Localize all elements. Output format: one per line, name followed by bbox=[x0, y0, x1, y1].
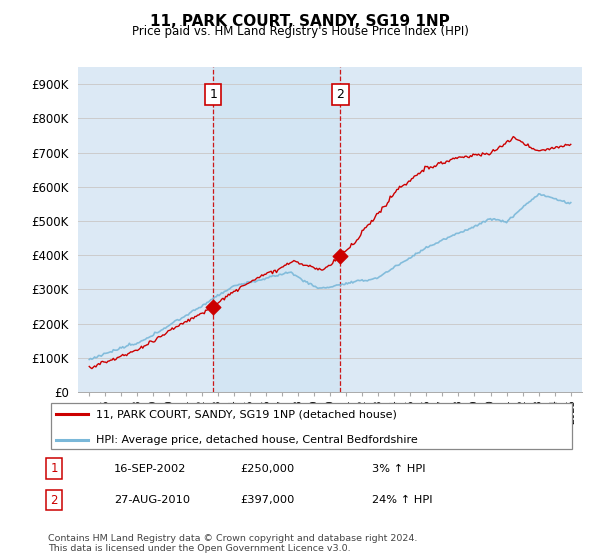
Text: 11, PARK COURT, SANDY, SG19 1NP: 11, PARK COURT, SANDY, SG19 1NP bbox=[150, 14, 450, 29]
Text: HPI: Average price, detached house, Central Bedfordshire: HPI: Average price, detached house, Cent… bbox=[95, 435, 417, 445]
Text: £397,000: £397,000 bbox=[240, 495, 295, 505]
Text: 1: 1 bbox=[209, 88, 217, 101]
Point bbox=[335, 252, 345, 261]
Text: 11, PARK COURT, SANDY, SG19 1NP (detached house): 11, PARK COURT, SANDY, SG19 1NP (detache… bbox=[95, 409, 397, 419]
FancyBboxPatch shape bbox=[50, 404, 572, 449]
Text: 3% ↑ HPI: 3% ↑ HPI bbox=[372, 464, 425, 474]
Text: Contains HM Land Registry data © Crown copyright and database right 2024.
This d: Contains HM Land Registry data © Crown c… bbox=[48, 534, 418, 553]
Text: 1: 1 bbox=[50, 462, 58, 475]
Text: 24% ↑ HPI: 24% ↑ HPI bbox=[372, 495, 433, 505]
Bar bbox=[213, 67, 340, 392]
Text: 27-AUG-2010: 27-AUG-2010 bbox=[114, 495, 190, 505]
Point bbox=[208, 302, 218, 311]
Text: 2: 2 bbox=[337, 88, 344, 101]
Text: 16-SEP-2002: 16-SEP-2002 bbox=[114, 464, 187, 474]
Text: 2: 2 bbox=[50, 493, 58, 507]
Text: Price paid vs. HM Land Registry's House Price Index (HPI): Price paid vs. HM Land Registry's House … bbox=[131, 25, 469, 38]
Text: £250,000: £250,000 bbox=[240, 464, 294, 474]
